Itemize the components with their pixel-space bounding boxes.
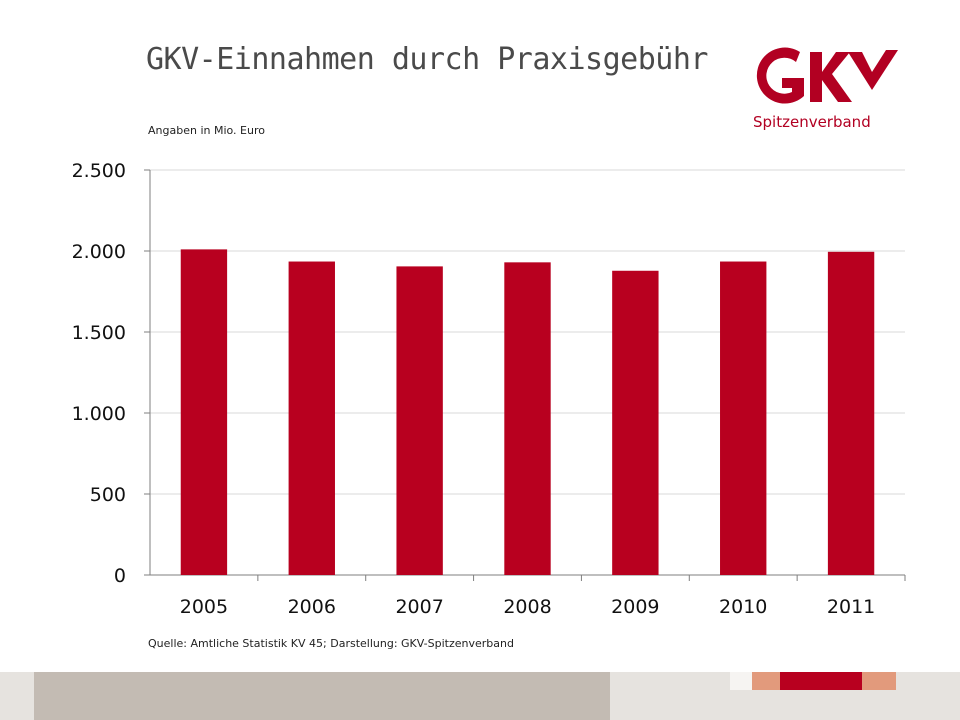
footer-deco bbox=[752, 672, 780, 690]
bar bbox=[504, 262, 551, 575]
x-tick-label: 2007 bbox=[395, 596, 443, 618]
bar-chart: 0 500 1.000 1.500 2.000 2.500 2005 2006 2007 2008… bbox=[72, 160, 906, 618]
footer-deco bbox=[730, 672, 752, 690]
page-title: GKV-Einnahmen durch Praxisgebühr bbox=[146, 42, 708, 77]
y-tick-label: 0 bbox=[114, 565, 126, 587]
x-tick-label: 2005 bbox=[180, 596, 228, 618]
bar bbox=[612, 270, 659, 575]
bar bbox=[288, 261, 335, 575]
unit-note: Angaben in Mio. Euro bbox=[148, 124, 265, 137]
bar bbox=[180, 249, 228, 575]
footer-bar bbox=[0, 672, 960, 720]
footer-band bbox=[34, 672, 610, 720]
logo-subtitle: Spitzenverband bbox=[753, 113, 871, 131]
x-tick-label: 2009 bbox=[611, 596, 659, 618]
gkv-logo bbox=[756, 47, 898, 104]
y-tick-label: 2.500 bbox=[72, 160, 126, 182]
y-tick-label: 2.000 bbox=[72, 241, 126, 263]
y-tick-label: 1.000 bbox=[72, 403, 126, 425]
bar bbox=[396, 266, 443, 575]
x-tick-label: 2008 bbox=[503, 596, 551, 618]
bar bbox=[827, 251, 875, 575]
source-note: Quelle: Amtliche Statistik KV 45; Darste… bbox=[148, 637, 514, 650]
footer-deco bbox=[780, 672, 862, 690]
x-tick-label: 2011 bbox=[827, 596, 875, 618]
y-tick-label: 1.500 bbox=[72, 322, 126, 344]
footer-deco bbox=[862, 672, 896, 690]
bar bbox=[720, 261, 767, 575]
x-tick-label: 2010 bbox=[719, 596, 767, 618]
y-tick-label: 500 bbox=[90, 484, 126, 506]
x-tick-label: 2006 bbox=[288, 596, 336, 618]
